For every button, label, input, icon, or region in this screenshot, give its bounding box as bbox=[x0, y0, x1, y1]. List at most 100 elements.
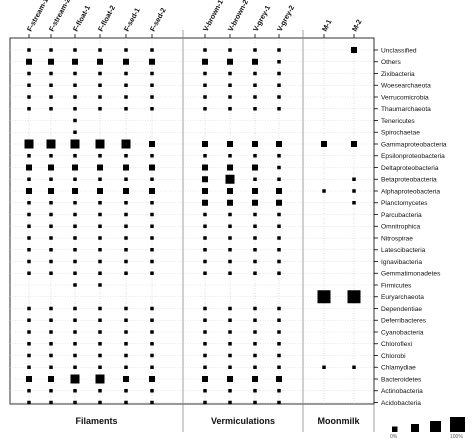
row-label-thaumarchaeota: Thaumarchaeota bbox=[381, 106, 431, 113]
mark-chlamydiae-m-2 bbox=[352, 365, 356, 369]
mark-dependentiae-f-sed-1 bbox=[124, 306, 128, 311]
mark-others-f-stream-1 bbox=[26, 58, 32, 65]
mark-thaumarchaeota-f-stream-2 bbox=[49, 107, 53, 111]
mark-thaumarchaeota-f-float-2 bbox=[98, 107, 102, 111]
row-label-ignavibacteria: Ignavibacteria bbox=[381, 259, 422, 266]
mark-chlamydiae-f-stream-2 bbox=[49, 365, 53, 369]
mark-chloroflexi-f-float-1 bbox=[73, 342, 77, 346]
group-label-vermiculations: Vermiculations bbox=[211, 416, 275, 426]
mark-zixibacteria-v-grey-1 bbox=[253, 71, 257, 76]
mark-betaproteobacteria-f-float-1 bbox=[73, 177, 77, 181]
mark-cyanobacteria-v-grey-2 bbox=[277, 330, 281, 334]
mark-deferribacteres-f-sed-1 bbox=[124, 318, 128, 322]
mark-deferribacteres-f-sed-2 bbox=[150, 318, 154, 322]
mark-planctomycetes-f-sed-1 bbox=[124, 201, 128, 205]
mark-chlamydiae-v-grey-1 bbox=[253, 365, 257, 369]
mark-deferribacteres-v-grey-2 bbox=[277, 318, 281, 322]
mark-cyanobacteria-v-grey-1 bbox=[253, 330, 257, 334]
mark-verrucomicrobia-f-sed-2 bbox=[150, 95, 154, 99]
mark-acidobacteria-f-sed-2 bbox=[150, 400, 154, 405]
mark-bacteroidetes-f-stream-2 bbox=[48, 376, 54, 382]
mark-alphaproteobacteria-v-brown-2 bbox=[227, 188, 233, 194]
mark-gemmatimonadetes-f-sed-2 bbox=[150, 271, 154, 275]
mark-gemmatimonadetes-v-brown-2 bbox=[228, 271, 232, 275]
mark-acidobacteria-v-grey-1 bbox=[253, 400, 257, 405]
mark-actinobacteria-v-grey-1 bbox=[253, 389, 257, 393]
mark-chloroflexi-f-sed-1 bbox=[124, 342, 128, 346]
mark-betaproteobacteria-f-sed-2 bbox=[150, 177, 154, 181]
mark-deferribacteres-f-stream-1 bbox=[27, 318, 31, 322]
mark-verrucomicrobia-v-grey-2 bbox=[277, 95, 281, 99]
mark-alphaproteobacteria-f-float-1 bbox=[72, 188, 78, 194]
mark-latescibacteria-v-brown-1 bbox=[203, 248, 207, 252]
mark-betaproteobacteria-f-sed-1 bbox=[124, 177, 128, 181]
mark-epsilonproteobacteria-v-grey-2 bbox=[277, 154, 281, 158]
mark-actinobacteria-f-sed-1 bbox=[124, 389, 128, 393]
mark-deferribacteres-f-float-2 bbox=[98, 318, 102, 322]
mark-acidobacteria-f-float-1 bbox=[73, 400, 77, 405]
mark-nitrospirae-f-stream-2 bbox=[49, 236, 53, 240]
mark-deltaproteobacteria-f-stream-1 bbox=[26, 164, 32, 171]
mark-gammaproteobacteria-f-sed-1 bbox=[121, 139, 131, 149]
mark-gammaproteobacteria-v-grey-1 bbox=[252, 141, 258, 147]
mark-unclassified-f-sed-1 bbox=[124, 48, 128, 52]
mark-cyanobacteria-f-stream-2 bbox=[49, 330, 53, 334]
row-label-betaproteobacteria: Betaproteobacteria bbox=[381, 177, 437, 184]
mark-latescibacteria-v-grey-1 bbox=[253, 248, 257, 252]
mark-chlorobi-f-sed-1 bbox=[124, 353, 128, 358]
mark-bacteroidetes-f-sed-1 bbox=[123, 376, 129, 382]
mark-acidobacteria-v-brown-1 bbox=[203, 400, 207, 405]
mark-betaproteobacteria-v-grey-1 bbox=[253, 177, 257, 181]
mark-gammaproteobacteria-f-stream-1 bbox=[24, 139, 34, 149]
mark-woesearchaeota-f-float-2 bbox=[98, 83, 102, 87]
row-label-cyanobacteria: Cyanobacteria bbox=[381, 329, 424, 336]
mark-firmicutes-f-float-2 bbox=[98, 283, 102, 287]
row-label-verrucomicrobia: Verrucomicrobia bbox=[381, 94, 429, 101]
mark-verrucomicrobia-v-brown-1 bbox=[203, 95, 207, 99]
mark-nitrospirae-f-sed-1 bbox=[124, 236, 128, 240]
mark-chlorobi-f-stream-2 bbox=[49, 353, 53, 358]
mark-betaproteobacteria-f-stream-1 bbox=[27, 177, 31, 181]
col-label-f-sed-1: F-sed-1 bbox=[122, 6, 142, 33]
mark-bacteroidetes-v-brown-2 bbox=[227, 376, 233, 382]
mark-bacteroidetes-v-grey-1 bbox=[252, 376, 258, 382]
mark-verrucomicrobia-f-float-2 bbox=[98, 95, 102, 99]
mark-unclassified-v-grey-2 bbox=[277, 48, 281, 52]
mark-betaproteobacteria-f-float-2 bbox=[98, 177, 102, 181]
mark-nitrospirae-v-grey-1 bbox=[253, 236, 257, 240]
mark-omnitrophica-v-grey-2 bbox=[277, 224, 281, 228]
mark-others-f-float-2 bbox=[97, 58, 103, 65]
group-label-filaments: Filaments bbox=[75, 416, 117, 426]
mark-parcubacteria-f-float-1 bbox=[73, 212, 77, 217]
mark-thaumarchaeota-f-float-1 bbox=[73, 107, 77, 111]
mark-zixibacteria-f-float-2 bbox=[98, 71, 102, 76]
row-label-latescibacteria: Latescibacteria bbox=[381, 247, 426, 254]
mark-thaumarchaeota-v-brown-1 bbox=[203, 107, 207, 111]
mark-actinobacteria-v-brown-2 bbox=[228, 389, 232, 393]
mark-woesearchaeota-v-brown-2 bbox=[228, 83, 232, 87]
mark-cyanobacteria-f-sed-2 bbox=[150, 330, 154, 334]
mark-gemmatimonadetes-f-float-1 bbox=[73, 271, 77, 275]
mark-omnitrophica-f-sed-2 bbox=[150, 224, 154, 228]
legend-square-3 bbox=[430, 421, 441, 432]
mark-betaproteobacteria-m-2 bbox=[352, 177, 356, 181]
mark-zixibacteria-f-sed-1 bbox=[124, 71, 128, 76]
mark-deltaproteobacteria-v-grey-2 bbox=[277, 165, 281, 170]
mark-nitrospirae-v-grey-2 bbox=[277, 236, 281, 240]
mark-parcubacteria-f-stream-2 bbox=[49, 212, 53, 217]
mark-ignavibacteria-v-grey-2 bbox=[277, 259, 281, 264]
mark-epsilonproteobacteria-f-stream-1 bbox=[27, 154, 31, 158]
mark-planctomycetes-v-brown-1 bbox=[202, 199, 208, 206]
mark-acidobacteria-v-grey-2 bbox=[277, 400, 281, 405]
legend-label-min: 0% bbox=[390, 434, 398, 440]
mark-chloroflexi-f-stream-2 bbox=[49, 342, 53, 346]
col-label-v-brown-2: V-brown-2 bbox=[226, 0, 250, 33]
mark-latescibacteria-f-stream-1 bbox=[27, 248, 31, 252]
mark-acidobacteria-f-float-2 bbox=[98, 400, 102, 405]
mark-bacteroidetes-f-float-2 bbox=[95, 374, 105, 384]
mark-chlamydiae-m-1 bbox=[322, 365, 326, 369]
mark-woesearchaeota-f-sed-2 bbox=[150, 83, 154, 87]
mark-dependentiae-f-float-2 bbox=[98, 306, 102, 311]
mark-alphaproteobacteria-v-brown-1 bbox=[202, 188, 208, 194]
